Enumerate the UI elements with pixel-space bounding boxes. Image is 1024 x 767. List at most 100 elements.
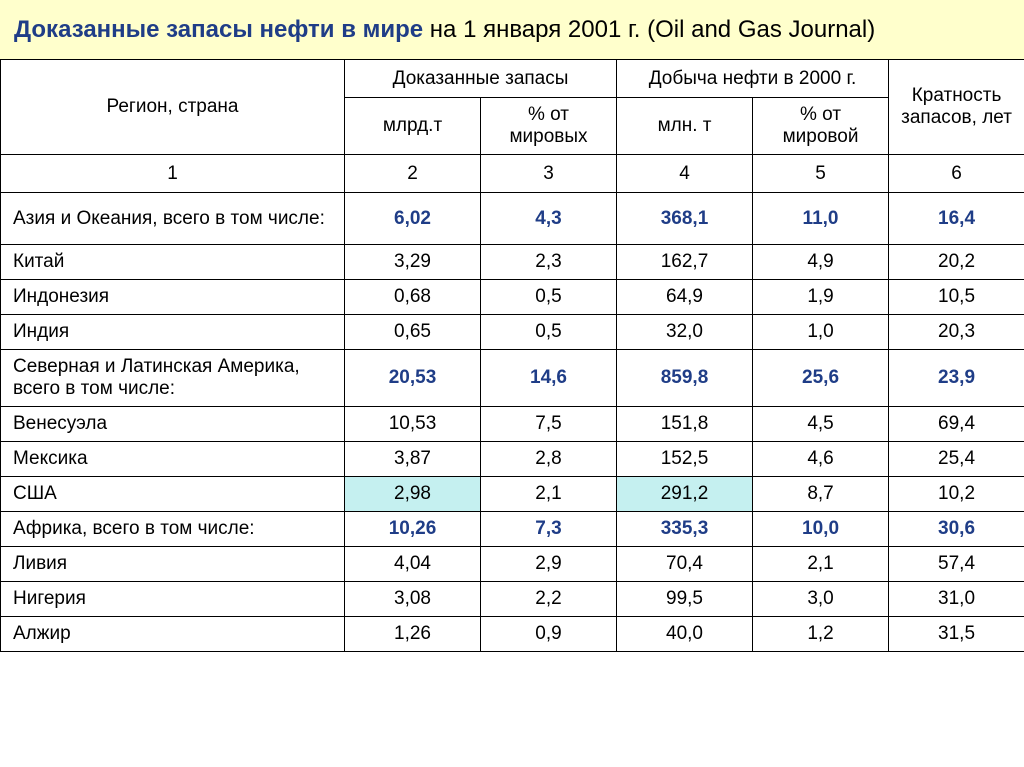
cell-c4: 32,0 <box>617 315 753 350</box>
cell-c5: 2,1 <box>753 547 889 582</box>
cell-c4: 70,4 <box>617 547 753 582</box>
table-row: Нигерия3,082,299,53,031,0 <box>1 582 1024 617</box>
cell-c4: 64,9 <box>617 280 753 315</box>
cell-c6: 31,0 <box>889 582 1024 617</box>
cell-c5: 1,9 <box>753 280 889 315</box>
cell-region: Северная и Латинская Америка, всего в то… <box>1 350 345 407</box>
cell-c3: 7,5 <box>481 407 617 442</box>
cell-c6: 30,6 <box>889 512 1024 547</box>
cell-c2: 6,02 <box>345 193 481 245</box>
cell-c3: 2,2 <box>481 582 617 617</box>
cell-region: Ливия <box>1 547 345 582</box>
cell-c2: 1,26 <box>345 617 481 652</box>
cell-c3: 0,9 <box>481 617 617 652</box>
cell-c6: 20,3 <box>889 315 1024 350</box>
table-row: Северная и Латинская Америка, всего в то… <box>1 350 1024 407</box>
cell-c4: 291,2 <box>617 477 753 512</box>
col-bln-t: млрд.т <box>345 98 481 155</box>
cell-c3: 2,3 <box>481 245 617 280</box>
col-mln-t: млн. т <box>617 98 753 155</box>
cell-c3: 2,9 <box>481 547 617 582</box>
table-row: США2,982,1291,28,710,2 <box>1 477 1024 512</box>
cell-c3: 2,8 <box>481 442 617 477</box>
cell-c6: 20,2 <box>889 245 1024 280</box>
title-rest: на 1 января 2001 г. (Oil and Gas Journal… <box>423 16 875 43</box>
cell-region: Индонезия <box>1 280 345 315</box>
table-row: Азия и Океания, всего в том числе:6,024,… <box>1 193 1024 245</box>
cell-c6: 25,4 <box>889 442 1024 477</box>
cell-region: Венесуэла <box>1 407 345 442</box>
table-row: Мексика3,872,8152,54,625,4 <box>1 442 1024 477</box>
cell-c3: 4,3 <box>481 193 617 245</box>
colnum-3: 3 <box>481 155 617 193</box>
cell-c2: 0,68 <box>345 280 481 315</box>
cell-c2: 3,29 <box>345 245 481 280</box>
cell-region: США <box>1 477 345 512</box>
cell-c4: 151,8 <box>617 407 753 442</box>
cell-c4: 152,5 <box>617 442 753 477</box>
cell-c4: 99,5 <box>617 582 753 617</box>
cell-c2: 20,53 <box>345 350 481 407</box>
cell-c5: 4,5 <box>753 407 889 442</box>
cell-c2: 4,04 <box>345 547 481 582</box>
cell-region: Мексика <box>1 442 345 477</box>
cell-c4: 162,7 <box>617 245 753 280</box>
cell-c5: 3,0 <box>753 582 889 617</box>
colnum-5: 5 <box>753 155 889 193</box>
cell-c5: 10,0 <box>753 512 889 547</box>
cell-c3: 14,6 <box>481 350 617 407</box>
cell-c6: 69,4 <box>889 407 1024 442</box>
col-pct-res: % от мировых <box>481 98 617 155</box>
cell-c6: 23,9 <box>889 350 1024 407</box>
cell-c6: 31,5 <box>889 617 1024 652</box>
col-pct-prod: % от мировой <box>753 98 889 155</box>
oil-reserves-table: Регион, страна Доказанные запасы Добыча … <box>0 59 1024 652</box>
cell-region: Нигерия <box>1 582 345 617</box>
col-ratio: Кратность запасов, лет <box>889 60 1024 155</box>
cell-region: Азия и Океания, всего в том числе: <box>1 193 345 245</box>
cell-region: Китай <box>1 245 345 280</box>
cell-c4: 368,1 <box>617 193 753 245</box>
cell-c6: 57,4 <box>889 547 1024 582</box>
title-main: Доказанные запасы нефти в мире <box>14 16 423 43</box>
col-reserves: Доказанные запасы <box>345 60 617 98</box>
cell-c5: 11,0 <box>753 193 889 245</box>
cell-region: Африка, всего в том числе: <box>1 512 345 547</box>
cell-c4: 859,8 <box>617 350 753 407</box>
cell-c5: 1,0 <box>753 315 889 350</box>
page: Доказанные запасы нефти в мире на 1 янва… <box>0 0 1024 652</box>
table-row: Индия0,650,532,01,020,3 <box>1 315 1024 350</box>
cell-c2: 2,98 <box>345 477 481 512</box>
table-head: Регион, страна Доказанные запасы Добыча … <box>1 60 1024 193</box>
table-body: Азия и Океания, всего в том числе:6,024,… <box>1 193 1024 652</box>
cell-c4: 40,0 <box>617 617 753 652</box>
table-row: Ливия4,042,970,42,157,4 <box>1 547 1024 582</box>
cell-c2: 3,87 <box>345 442 481 477</box>
cell-c2: 10,26 <box>345 512 481 547</box>
cell-c5: 1,2 <box>753 617 889 652</box>
cell-c5: 4,6 <box>753 442 889 477</box>
cell-c2: 10,53 <box>345 407 481 442</box>
table-row: Алжир1,260,940,01,231,5 <box>1 617 1024 652</box>
cell-c3: 7,3 <box>481 512 617 547</box>
table-row: Индонезия0,680,564,91,910,5 <box>1 280 1024 315</box>
cell-region: Алжир <box>1 617 345 652</box>
table-row: Китай3,292,3162,74,920,2 <box>1 245 1024 280</box>
table-row: Венесуэла10,537,5151,84,569,4 <box>1 407 1024 442</box>
cell-c3: 2,1 <box>481 477 617 512</box>
col-production: Добыча нефти в 2000 г. <box>617 60 889 98</box>
colnum-2: 2 <box>345 155 481 193</box>
title-bar: Доказанные запасы нефти в мире на 1 янва… <box>0 0 1024 59</box>
cell-c4: 335,3 <box>617 512 753 547</box>
cell-c6: 10,5 <box>889 280 1024 315</box>
colnum-4: 4 <box>617 155 753 193</box>
cell-c5: 25,6 <box>753 350 889 407</box>
cell-c2: 3,08 <box>345 582 481 617</box>
colnum-6: 6 <box>889 155 1024 193</box>
cell-c6: 16,4 <box>889 193 1024 245</box>
cell-c3: 0,5 <box>481 280 617 315</box>
cell-c2: 0,65 <box>345 315 481 350</box>
colnum-1: 1 <box>1 155 345 193</box>
col-region: Регион, страна <box>1 60 345 155</box>
cell-c5: 8,7 <box>753 477 889 512</box>
